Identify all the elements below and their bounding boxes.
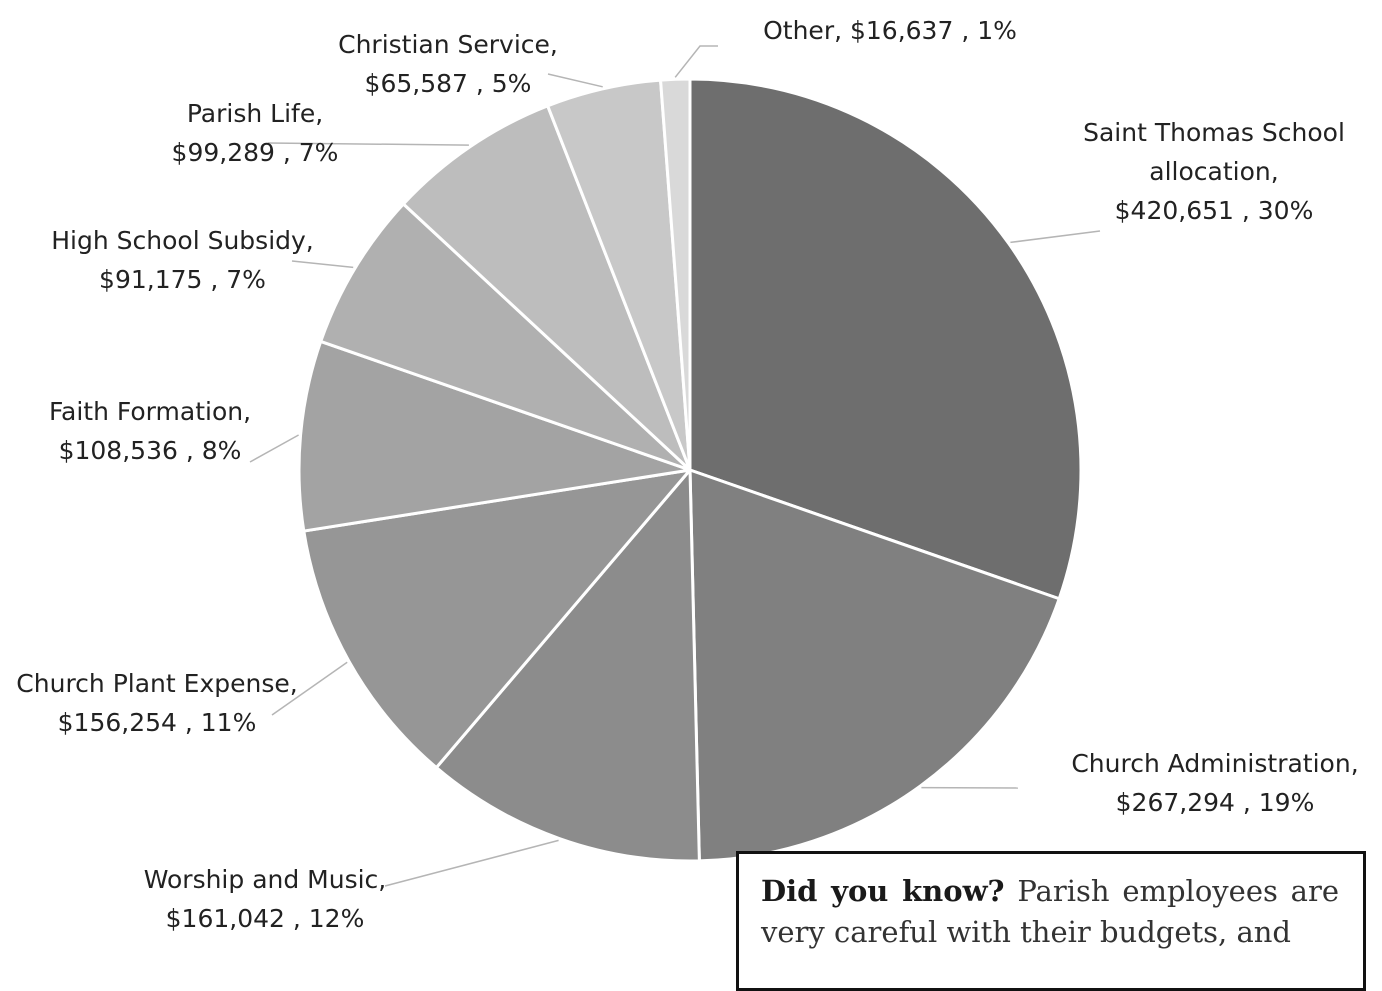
label-saint-thomas-school: Saint Thomas School allocation, $420,651…: [1075, 113, 1353, 230]
label-other: Other, $16,637 , 1%: [740, 11, 1040, 50]
label-faith-formation: Faith Formation, $108,536 , 8%: [30, 392, 270, 470]
leader-line-other: [675, 46, 718, 77]
label-church-administration: Church Administration, $267,294 , 19%: [1055, 744, 1375, 822]
label-christian-service: Christian Service, $65,587 , 5%: [328, 25, 568, 103]
label-church-plant-expense: Church Plant Expense, $156,254 , 11%: [2, 664, 312, 742]
callout-lead: Did you know?: [761, 874, 1005, 908]
label-parish-life: Parish Life, $99,289 , 7%: [150, 94, 360, 172]
did-you-know-callout: Did you know? Parish employees are very …: [736, 851, 1366, 991]
leader-line-saint-thomas-school: [1010, 231, 1100, 242]
label-high-school-subsidy: High School Subsidy, $91,175 , 7%: [40, 221, 325, 299]
label-worship-and-music: Worship and Music, $161,042 , 12%: [115, 860, 415, 938]
pie-slices: [299, 79, 1081, 861]
